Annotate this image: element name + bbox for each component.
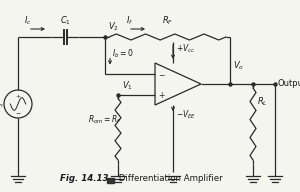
Text: $I_f$: $I_f$ <box>126 15 133 27</box>
Text: $V_o$: $V_o$ <box>233 60 244 72</box>
Bar <box>107 177 114 183</box>
Text: Differentiation Amplifier: Differentiation Amplifier <box>116 174 223 183</box>
Text: $C_1$: $C_1$ <box>59 15 70 27</box>
Text: $-$: $-$ <box>158 69 166 78</box>
Text: $-V_{EE}$: $-V_{EE}$ <box>176 109 196 121</box>
Text: $I_b = 0$: $I_b = 0$ <box>112 47 134 60</box>
Text: Output: Output <box>278 79 300 89</box>
Text: $R_F$: $R_F$ <box>162 15 173 27</box>
Text: $R_{om} = R_F$: $R_{om} = R_F$ <box>88 114 122 126</box>
Text: $V_1$: $V_1$ <box>122 80 133 93</box>
Text: $I_c$: $I_c$ <box>24 15 32 27</box>
Text: Fig. 14.13: Fig. 14.13 <box>60 174 109 183</box>
Text: $R_L$: $R_L$ <box>257 96 268 108</box>
Text: $+$: $+$ <box>158 89 166 99</box>
Text: $-$: $-$ <box>15 110 21 115</box>
Text: $V_{in}$: $V_{in}$ <box>0 98 4 110</box>
Text: $+V_{cc}$: $+V_{cc}$ <box>176 43 195 55</box>
Text: +: + <box>15 94 21 99</box>
Text: $V_2$: $V_2$ <box>108 21 119 33</box>
